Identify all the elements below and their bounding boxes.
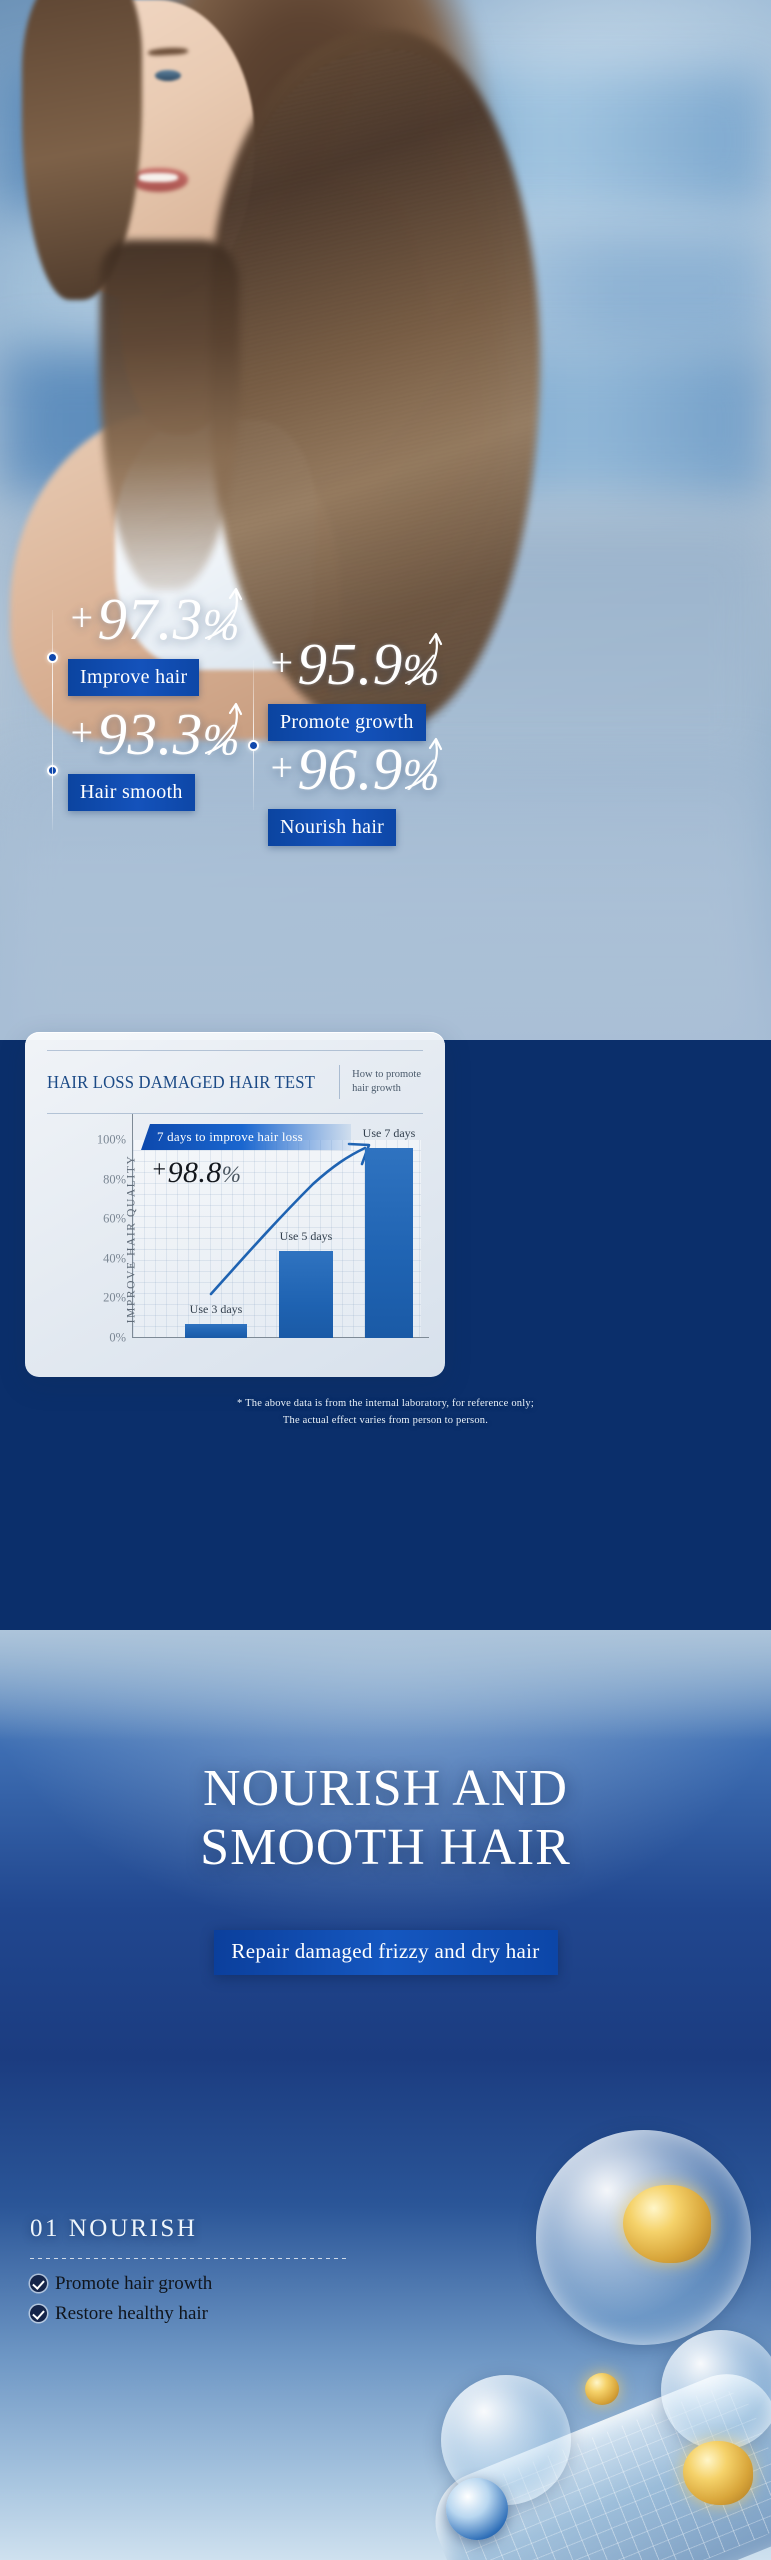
stat-percent-symbol: % bbox=[202, 715, 240, 764]
gold-oil-drop bbox=[683, 2441, 753, 2505]
stat-number: 93.3 bbox=[97, 701, 203, 767]
benefit-text: Restore healthy hair bbox=[55, 2302, 209, 2324]
section-name: NOURISH bbox=[68, 2215, 198, 2242]
stats-group: +97.3% Improve hair +93.3% Hair smooth +… bbox=[0, 587, 771, 1000]
bar-label: Use 5 days bbox=[279, 1228, 333, 1243]
benefit-list: Promote hair growth Restore healthy hair bbox=[30, 2272, 360, 2332]
divider bbox=[47, 1050, 423, 1051]
y-tick-label: 40% bbox=[103, 1251, 126, 1266]
stat-label: Nourish hair bbox=[268, 809, 397, 846]
stat-number: 97.3 bbox=[97, 586, 203, 652]
stat-label: Improve hair bbox=[68, 659, 200, 696]
blue-capsule bbox=[446, 2478, 508, 2540]
stat-value: +95.9% bbox=[268, 632, 443, 694]
stat-plus: + bbox=[268, 745, 296, 790]
stat-improve-hair: +97.3% Improve hair bbox=[68, 587, 243, 696]
page-title-line-2: SMOOTH HAIR bbox=[200, 1818, 571, 1876]
disclaimer-line-1: * The above data is from the internal la… bbox=[237, 1398, 534, 1409]
y-axis bbox=[132, 1114, 133, 1338]
growth-trend-curve bbox=[209, 1142, 371, 1296]
check-circle-icon bbox=[30, 2305, 47, 2323]
stat-connector-line bbox=[52, 610, 53, 760]
stat-plus: + bbox=[268, 640, 296, 685]
y-tick-label: 60% bbox=[103, 1211, 126, 1226]
page-title-line-1: NOURISH AND bbox=[203, 1760, 568, 1817]
chart-header: HAIR LOSS DAMAGED HAIR TEST How to promo… bbox=[47, 1050, 423, 1114]
list-item: Promote hair growth bbox=[30, 2272, 360, 2296]
bar-use-7-days: Use 7 days bbox=[363, 1126, 415, 1338]
stat-label: Promote growth bbox=[268, 704, 426, 741]
hair-test-chart-card: HAIR LOSS DAMAGED HAIR TEST How to promo… bbox=[25, 1032, 445, 1377]
section-gradient-fade bbox=[0, 1630, 771, 1740]
serum-bubbles-artwork bbox=[341, 2090, 771, 2560]
stat-percent-symbol: % bbox=[402, 750, 440, 799]
stat-plus: + bbox=[68, 710, 96, 755]
y-tick-label: 20% bbox=[103, 1290, 126, 1305]
stat-percent-symbol: % bbox=[202, 600, 240, 649]
disclaimer-text: * The above data is from the internal la… bbox=[0, 1395, 771, 1430]
gold-oil-drop bbox=[585, 2373, 619, 2405]
disclaimer-line-2: The actual effect varies from person to … bbox=[282, 1415, 489, 1427]
stat-dot bbox=[248, 740, 259, 751]
chart-ribbon-banner: 7 days to improve hair loss bbox=[141, 1124, 351, 1150]
bar-label: Use 7 days bbox=[362, 1125, 416, 1140]
section-number: 01 bbox=[30, 2215, 60, 2242]
stat-value: +97.3% bbox=[68, 587, 243, 649]
section-divider bbox=[30, 2258, 350, 2259]
list-item: Restore healthy hair bbox=[30, 2302, 360, 2326]
stat-value: +93.3% bbox=[68, 702, 243, 764]
stat-connector-line bbox=[253, 660, 254, 810]
stat-plus: + bbox=[68, 595, 96, 640]
stat-number: 96.9 bbox=[297, 736, 403, 802]
bubble-small bbox=[661, 2330, 771, 2450]
chart-title: HAIR LOSS DAMAGED HAIR TEST bbox=[47, 1071, 316, 1092]
chart-subtitle-line-2: hair growth bbox=[352, 1083, 401, 1094]
check-circle-icon bbox=[30, 2275, 47, 2293]
hair-right bbox=[210, 30, 540, 730]
y-tick-label: 100% bbox=[96, 1132, 126, 1147]
stat-promote-growth: +95.9% Promote growth bbox=[268, 632, 443, 741]
bar-label: Use 3 days bbox=[189, 1302, 243, 1317]
page-title: NOURISH AND SMOOTH HAIR bbox=[0, 1760, 771, 1878]
chart-callout-value: +98.8% bbox=[151, 1156, 241, 1190]
eyebrow bbox=[147, 46, 189, 57]
benefit-text: Promote hair growth bbox=[55, 2273, 213, 2294]
stat-number: 95.9 bbox=[297, 631, 403, 697]
y-tick-label: 0% bbox=[109, 1330, 126, 1345]
eye bbox=[155, 70, 181, 81]
callout-plus: + bbox=[151, 1157, 168, 1183]
y-tick-label: 80% bbox=[103, 1172, 126, 1187]
callout-number: 98.8 bbox=[167, 1156, 222, 1189]
subtitle-badge: Repair damaged frizzy and dry hair bbox=[213, 1930, 558, 1975]
lower-section bbox=[0, 1630, 771, 2560]
divider bbox=[339, 1065, 341, 1099]
bar-use-3-days: Use 3 days bbox=[185, 1302, 247, 1338]
stat-percent-symbol: % bbox=[402, 645, 440, 694]
chart-subtitle: How to promote hair growth bbox=[352, 1068, 421, 1096]
teeth bbox=[138, 173, 178, 182]
section-heading: 01 NOURISH bbox=[30, 2215, 197, 2243]
hair-strands bbox=[215, 50, 540, 740]
bar-use-5-days: Use 5 days bbox=[279, 1229, 333, 1338]
bar-chart-plot: IMPROVE HAIR QUALITY 0% 20% 40% 60% 80% … bbox=[97, 1114, 429, 1345]
gold-oil-drop bbox=[623, 2185, 711, 2263]
ribbon-text: 7 days to improve hair loss bbox=[157, 1129, 303, 1144]
stat-hair-smooth: +93.3% Hair smooth bbox=[68, 702, 243, 811]
stat-value: +96.9% bbox=[268, 737, 443, 799]
divider bbox=[47, 1113, 423, 1114]
stat-dot bbox=[47, 652, 58, 663]
callout-percent-symbol: % bbox=[221, 1162, 242, 1187]
stat-label: Hair smooth bbox=[68, 774, 195, 811]
stat-nourish-hair: +96.9% Nourish hair bbox=[268, 737, 443, 846]
hair-fall bbox=[100, 240, 240, 590]
stat-connector-line bbox=[52, 720, 53, 830]
chart-subtitle-line-1: How to promote bbox=[352, 1068, 421, 1080]
